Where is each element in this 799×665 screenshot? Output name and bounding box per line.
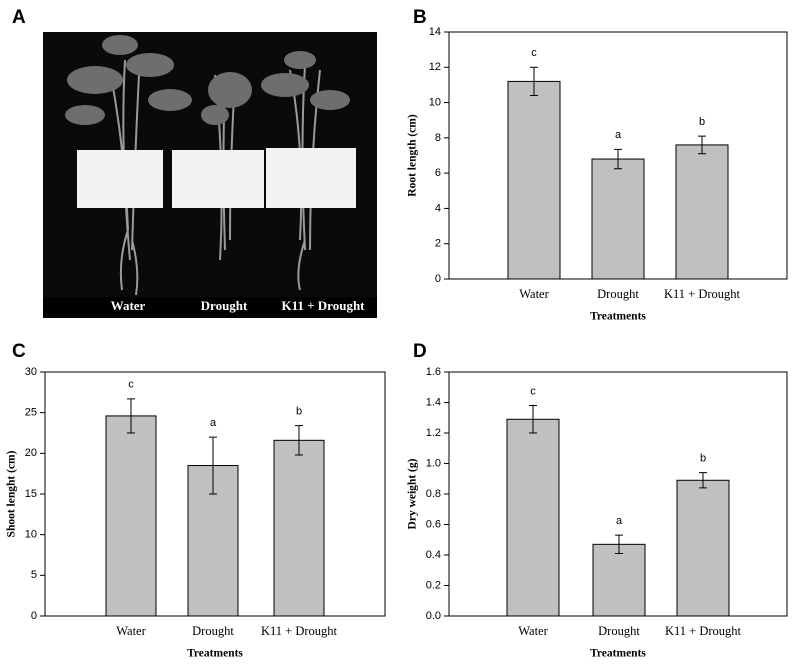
x-axis-title: Treatments: [590, 311, 646, 323]
x-tick-label: K11 + Drought: [664, 287, 741, 301]
bar: [592, 543, 646, 617]
y-tick-label: 4: [435, 202, 441, 214]
x-tick-label: Drought: [598, 624, 640, 638]
significance-label: b: [700, 453, 706, 465]
y-axis-title: Root length (cm): [407, 114, 419, 197]
significance-label: a: [615, 129, 622, 141]
y-tick-label: 1.2: [426, 427, 441, 439]
error-bar: [529, 405, 537, 434]
error-bar: [295, 425, 303, 456]
y-tick-label: 10: [25, 529, 37, 541]
x-tick-label: K11 + Drought: [261, 624, 338, 638]
y-tick-label: 6: [435, 167, 441, 179]
significance-label: c: [530, 385, 536, 397]
y-tick-label: 0.8: [426, 488, 441, 500]
significance-label: b: [699, 116, 705, 128]
bar: [105, 415, 157, 617]
photo: [43, 32, 377, 318]
error-bar: [698, 135, 706, 155]
panel-letter: C: [12, 341, 26, 362]
error-bar: [615, 534, 623, 554]
significance-label: a: [616, 515, 623, 527]
y-tick-label: 15: [25, 488, 37, 500]
y-tick-label: 2: [435, 238, 441, 250]
significance-label: c: [128, 379, 134, 391]
significance-label: c: [531, 47, 537, 59]
y-tick-label: 1.6: [426, 366, 441, 378]
error-bar: [127, 398, 135, 434]
photo-caption: K11 + Drought: [281, 298, 365, 313]
bar: [273, 439, 325, 617]
bar: [507, 80, 561, 280]
error-bar: [530, 66, 538, 97]
y-tick-label: 0.2: [426, 579, 441, 591]
bar: [506, 418, 560, 617]
x-axis-title: Treatments: [590, 648, 646, 660]
y-tick-label: 20: [25, 447, 37, 459]
panel-letter: D: [413, 341, 427, 362]
significance-label: a: [210, 417, 217, 429]
x-tick-label: Water: [519, 287, 549, 301]
x-axis-title: Treatments: [187, 648, 243, 660]
x-tick-label: Drought: [597, 287, 639, 301]
photo-caption: Water: [111, 298, 146, 313]
x-tick-label: Water: [116, 624, 146, 638]
error-bar: [614, 148, 622, 170]
y-tick-label: 5: [31, 569, 37, 581]
y-tick-label: 14: [429, 26, 441, 38]
panel-letter: B: [413, 7, 427, 28]
photo-caption: Drought: [201, 298, 248, 313]
x-tick-label: K11 + Drought: [665, 624, 742, 638]
y-tick-label: 12: [429, 61, 441, 73]
y-tick-label: 1.4: [426, 396, 441, 408]
error-bar: [209, 436, 217, 495]
error-bar: [699, 472, 707, 489]
y-tick-label: 0.0: [426, 610, 441, 622]
bar: [591, 158, 645, 280]
y-tick-label: 1.0: [426, 457, 441, 469]
y-tick-label: 0: [435, 273, 441, 285]
bar: [676, 479, 730, 617]
y-axis-title: Dry weight (g): [407, 458, 419, 529]
significance-label: b: [296, 406, 302, 418]
bar: [675, 144, 729, 280]
y-tick-label: 30: [25, 366, 37, 378]
y-tick-label: 0.4: [426, 549, 441, 561]
y-tick-label: 0: [31, 610, 37, 622]
x-tick-label: Drought: [192, 624, 234, 638]
y-axis-title: Shoot lenght (cm): [6, 450, 18, 537]
y-tick-label: 8: [435, 132, 441, 144]
panel-letter: A: [12, 7, 26, 28]
y-tick-label: 10: [429, 96, 441, 108]
x-tick-label: Water: [518, 624, 548, 638]
y-tick-label: 0.6: [426, 518, 441, 530]
y-tick-label: 25: [25, 407, 37, 419]
